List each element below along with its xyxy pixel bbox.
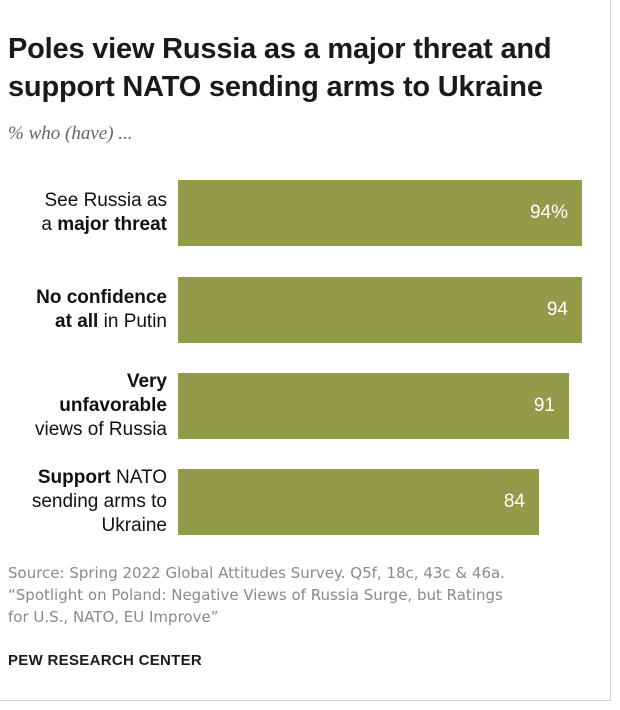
chart-subtitle: % who (have) ...	[8, 123, 133, 144]
source-line-2: “Spotlight on Poland: Negative Views of …	[8, 586, 503, 604]
bar-1: 94%	[178, 180, 582, 246]
category-label-4: Support NATO sending arms to Ukraine	[0, 466, 167, 538]
category-label-1-part-2: a	[41, 214, 58, 235]
category-label-2-part-3: in Putin	[98, 311, 167, 332]
category-label-4-part-3: sending arms to	[31, 491, 167, 512]
source-line-1: Source: Spring 2022 Global Attitudes Sur…	[8, 564, 505, 582]
organization-credit: PEW RESEARCH CENTER	[8, 652, 203, 669]
category-label-4-part-1: Support	[37, 467, 111, 488]
category-label-3-part-3: views of Russia	[35, 419, 167, 440]
bar-3: 91	[178, 373, 569, 439]
category-label-2: No confidence at all in Putin	[0, 286, 167, 334]
bar-value-label-2: 94	[546, 299, 568, 320]
category-label-3-part-1: Very	[126, 371, 167, 392]
bar-value-label-3: 91	[533, 395, 555, 416]
category-label-2-part-1: No confidence	[36, 287, 167, 308]
category-label-3: Very unfavorable views of Russia	[0, 370, 167, 442]
frame-border-bottom	[0, 700, 611, 701]
category-label-2-part-2: at all	[55, 311, 99, 332]
bar-2: 94	[178, 277, 582, 343]
category-label-4-part-4: Ukraine	[101, 515, 167, 536]
category-label-1-part-1: See Russia as	[44, 190, 167, 211]
chart-title: Poles view Russia as a major threat and …	[8, 30, 608, 106]
category-label-4-part-2: NATO	[110, 467, 167, 488]
bar-value-label-4: 84	[503, 491, 525, 512]
source-line-3: for U.S., NATO, EU Improve”	[8, 608, 219, 626]
category-label-1: See Russia as a major threat	[0, 189, 167, 237]
chart-title-line-2: support NATO sending arms to Ukraine	[8, 71, 543, 103]
frame-border-right	[610, 0, 611, 700]
bar-value-label-1: 94%	[529, 202, 568, 223]
category-label-1-part-3: major threat	[57, 214, 167, 235]
bar-4: 84	[178, 469, 539, 535]
category-label-3-part-2: unfavorable	[59, 395, 167, 416]
chart-title-line-1: Poles view Russia as a major threat and	[8, 33, 552, 65]
source-note: Source: Spring 2022 Global Attitudes Sur…	[8, 562, 608, 628]
